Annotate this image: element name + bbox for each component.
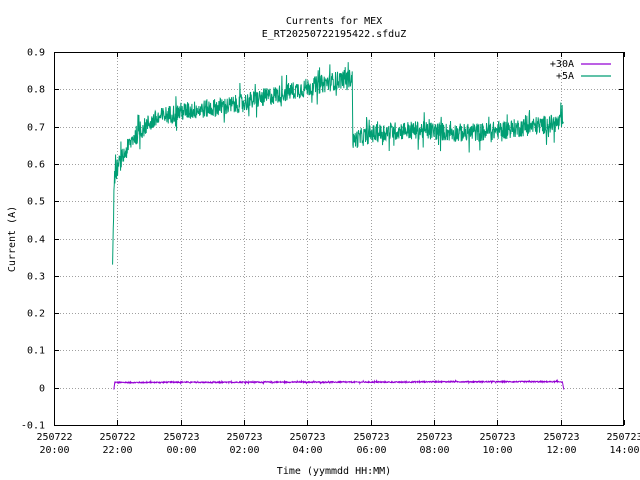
chart-subtitle: E_RT20250722195422.sfduZ (262, 29, 407, 40)
x-tick-time-label: 22:00 (102, 445, 132, 456)
x-tick-date-label: 250723 (543, 432, 579, 443)
x-tick-date-label: 250722 (99, 432, 135, 443)
y-tick-label: 0.4 (27, 235, 45, 246)
x-tick-date-label: 250723 (163, 432, 199, 443)
y-tick-label: -0.1 (21, 421, 45, 432)
x-tick-time-label: 12:00 (546, 445, 576, 456)
y-tick-label: 0.1 (27, 346, 45, 357)
x-tick-time-label: 06:00 (356, 445, 386, 456)
legend: +30A+5A (550, 59, 611, 82)
x-tick-time-label: 04:00 (292, 445, 322, 456)
grid (54, 52, 624, 425)
x-tick-time-label: 00:00 (166, 445, 196, 456)
y-tick-label: 0.7 (27, 123, 45, 134)
series-line (113, 378, 565, 390)
y-tick-label: 0.2 (27, 309, 45, 320)
x-tick-date-label: 250723 (226, 432, 262, 443)
x-tick-time-label: 10:00 (482, 445, 512, 456)
series-line (112, 62, 564, 265)
x-tick-date-label: 250723 (416, 432, 452, 443)
x-tick-date-label: 250722 (36, 432, 72, 443)
legend-label: +5A (556, 71, 574, 82)
ticks: -0.1 0 0.1 0.2 0.3 0.4 0.5 0.6 0.7 0.8 0.9 250722 20… (21, 48, 640, 457)
chart-title: Currents for MEX (286, 16, 382, 27)
x-tick-date-label: 250723 (289, 432, 325, 443)
y-tick-label: 0.9 (27, 48, 45, 59)
legend-label: +30A (550, 59, 574, 70)
x-tick-time-label: 02:00 (229, 445, 259, 456)
x-axis-label: Time (yymmdd HH:MM) (277, 466, 391, 477)
y-tick-label: 0.6 (27, 160, 45, 171)
x-tick-time-label: 08:00 (419, 445, 449, 456)
x-tick-date-label: 250723 (479, 432, 515, 443)
x-tick-time-label: 14:00 (609, 445, 639, 456)
y-axis-label: Current (A) (7, 206, 18, 272)
x-tick-time-label: 20:00 (39, 445, 69, 456)
y-tick-label: 0.5 (27, 197, 45, 208)
y-tick-label: 0.8 (27, 85, 45, 96)
x-tick-date-label: 250723 (606, 432, 640, 443)
series-group (112, 62, 565, 390)
y-tick-label: 0.3 (27, 272, 45, 283)
x-tick-date-label: 250723 (353, 432, 389, 443)
y-tick-label: 0 (39, 384, 45, 395)
